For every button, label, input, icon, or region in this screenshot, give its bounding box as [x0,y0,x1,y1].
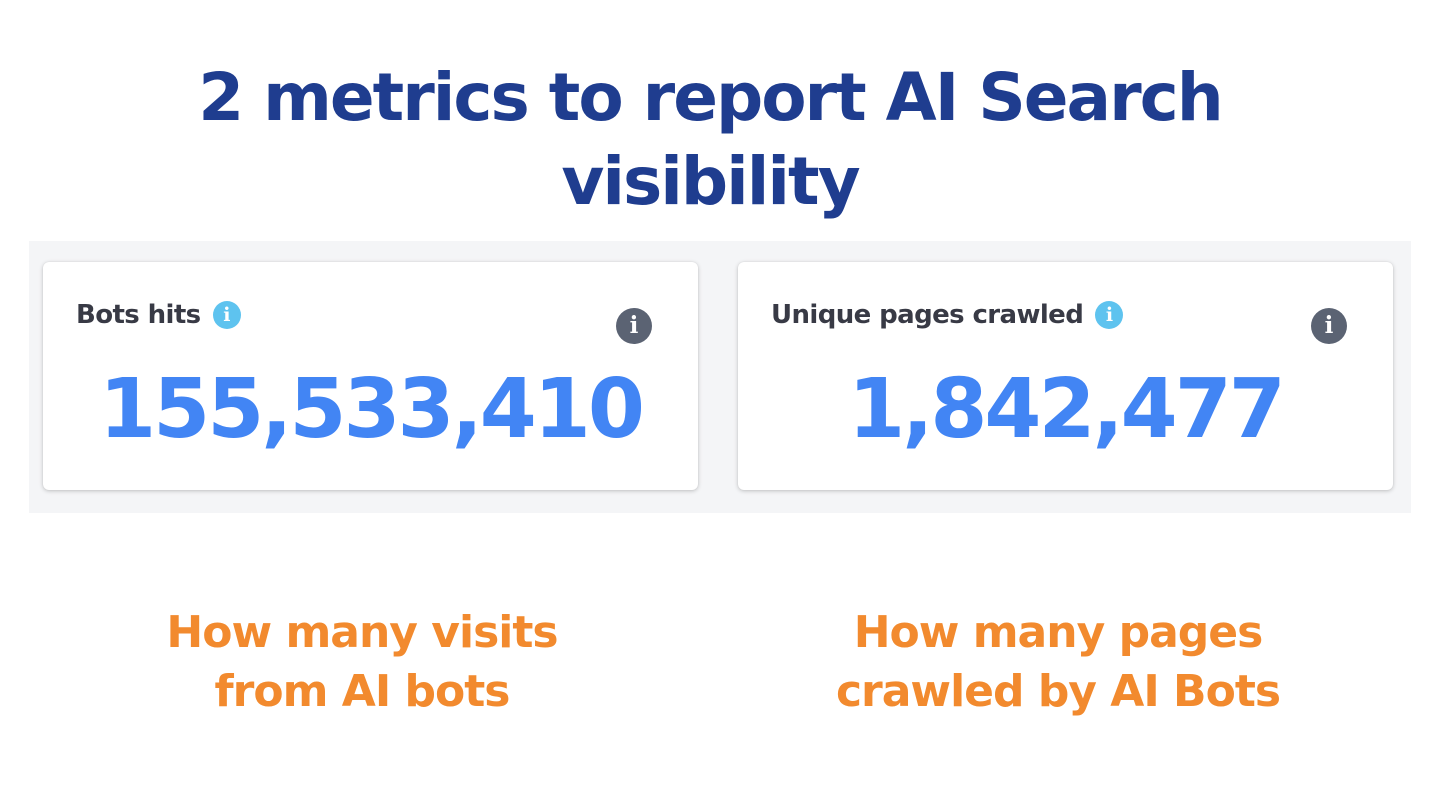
bots-hits-card: Bots hits i i 155,533,410 [43,262,698,490]
headline-line-2: visibility [561,143,860,220]
info-icon[interactable]: i [1095,301,1124,329]
unique-pages-crawled-label: Unique pages crawled [771,300,1084,330]
info-icon[interactable]: i [1311,308,1347,344]
bots-hits-caption: How many visits from AI bots [62,603,662,721]
bots-hits-title: Bots hits i [76,300,241,330]
pages-crawled-caption: How many pages crawled by AI Bots [758,603,1358,721]
page-headline: 2 metrics to report AI Search visibility [150,56,1270,224]
unique-pages-crawled-title: Unique pages crawled i [771,300,1124,330]
caption-line: How many pages [853,607,1264,658]
headline-line-1: 2 metrics to report AI Search [198,59,1223,136]
info-icon[interactable]: i [212,301,241,329]
caption-line: from AI bots [214,666,511,717]
bots-hits-label: Bots hits [76,300,201,330]
bots-hits-value: 155,533,410 [99,362,645,457]
unique-pages-crawled-card: Unique pages crawled i i 1,842,477 [738,262,1393,490]
metrics-panel: Bots hits i i 155,533,410 Unique pages c… [29,241,1411,513]
caption-line: How many visits [166,607,558,658]
info-icon[interactable]: i [616,308,652,344]
unique-pages-crawled-value: 1,842,477 [848,362,1286,457]
caption-line: crawled by AI Bots [835,666,1281,717]
